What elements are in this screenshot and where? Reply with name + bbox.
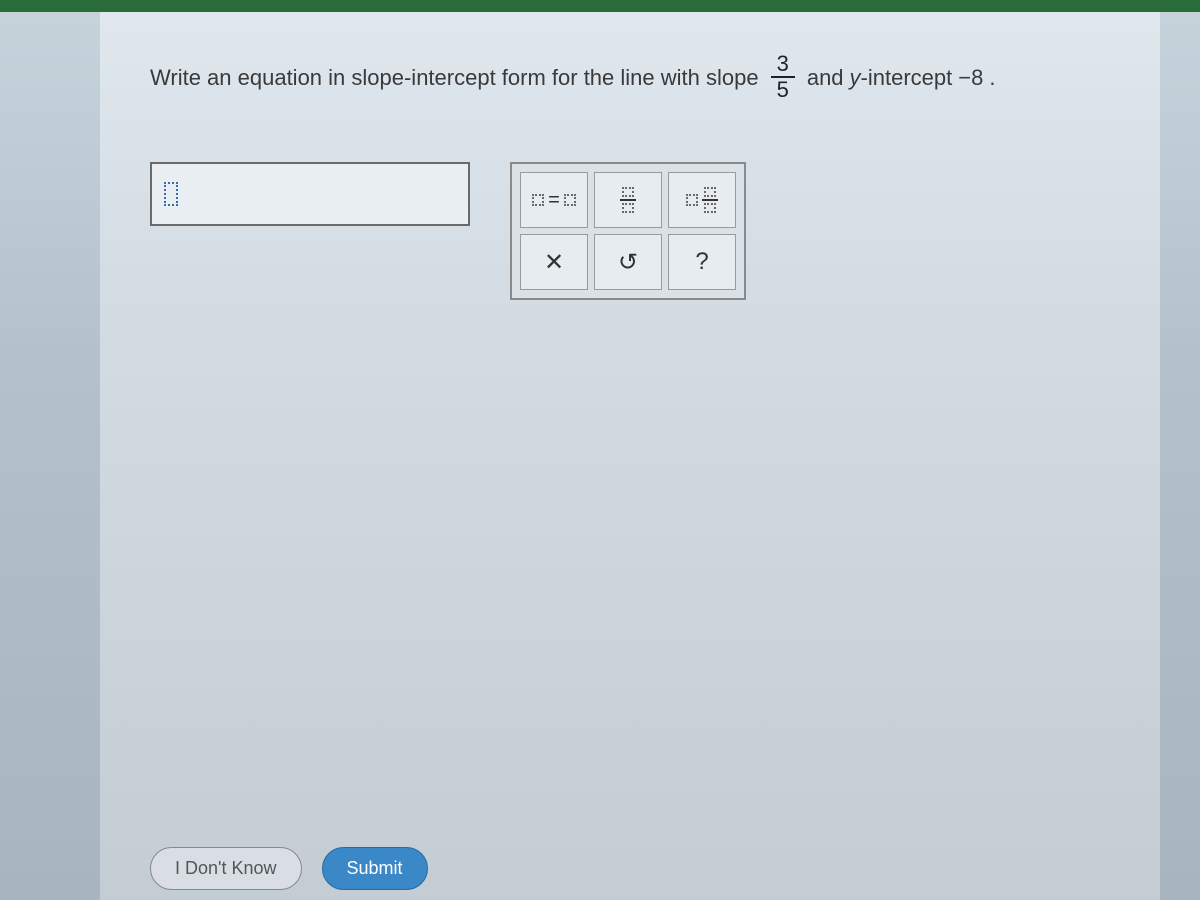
math-toolbox: = ✕ ↺	[510, 162, 746, 300]
work-row: = ✕ ↺	[150, 162, 1110, 300]
slope-numerator: 3	[771, 52, 795, 78]
submit-button[interactable]: Submit	[322, 847, 428, 890]
tool-clear[interactable]: ✕	[520, 234, 588, 290]
question-part1: Write an equation in slope-intercept for…	[150, 60, 759, 95]
tool-fraction[interactable]	[594, 172, 662, 228]
y-intercept-label: y-intercept	[850, 60, 953, 95]
equals-icon: =	[548, 189, 560, 212]
tool-equation[interactable]: =	[520, 172, 588, 228]
question-text: Write an equation in slope-intercept for…	[150, 52, 1110, 102]
answer-input[interactable]	[150, 162, 470, 226]
question-part2: and	[807, 60, 844, 95]
placeholder-box-icon	[564, 194, 576, 206]
placeholder-box-icon	[532, 194, 544, 206]
input-cursor-placeholder	[164, 182, 178, 206]
intercept-word: -intercept	[861, 65, 953, 90]
slope-fraction: 3 5	[771, 52, 795, 102]
slope-denominator: 5	[771, 78, 795, 102]
help-icon: ?	[695, 248, 708, 276]
intercept-value: −8	[958, 60, 983, 95]
undo-icon: ↺	[618, 248, 638, 277]
fraction-icon	[620, 187, 636, 213]
question-end: .	[989, 60, 995, 95]
i-dont-know-button[interactable]: I Don't Know	[150, 847, 302, 890]
mixed-number-icon	[686, 187, 718, 213]
header-bar	[0, 0, 1200, 12]
clear-icon: ✕	[544, 248, 564, 277]
tool-help[interactable]: ?	[668, 234, 736, 290]
tool-mixed-number[interactable]	[668, 172, 736, 228]
question-panel: Write an equation in slope-intercept for…	[100, 12, 1160, 900]
action-buttons: I Don't Know Submit	[150, 847, 428, 890]
y-variable: y	[850, 65, 861, 90]
tool-undo[interactable]: ↺	[594, 234, 662, 290]
app-frame: Write an equation in slope-intercept for…	[0, 0, 1200, 900]
